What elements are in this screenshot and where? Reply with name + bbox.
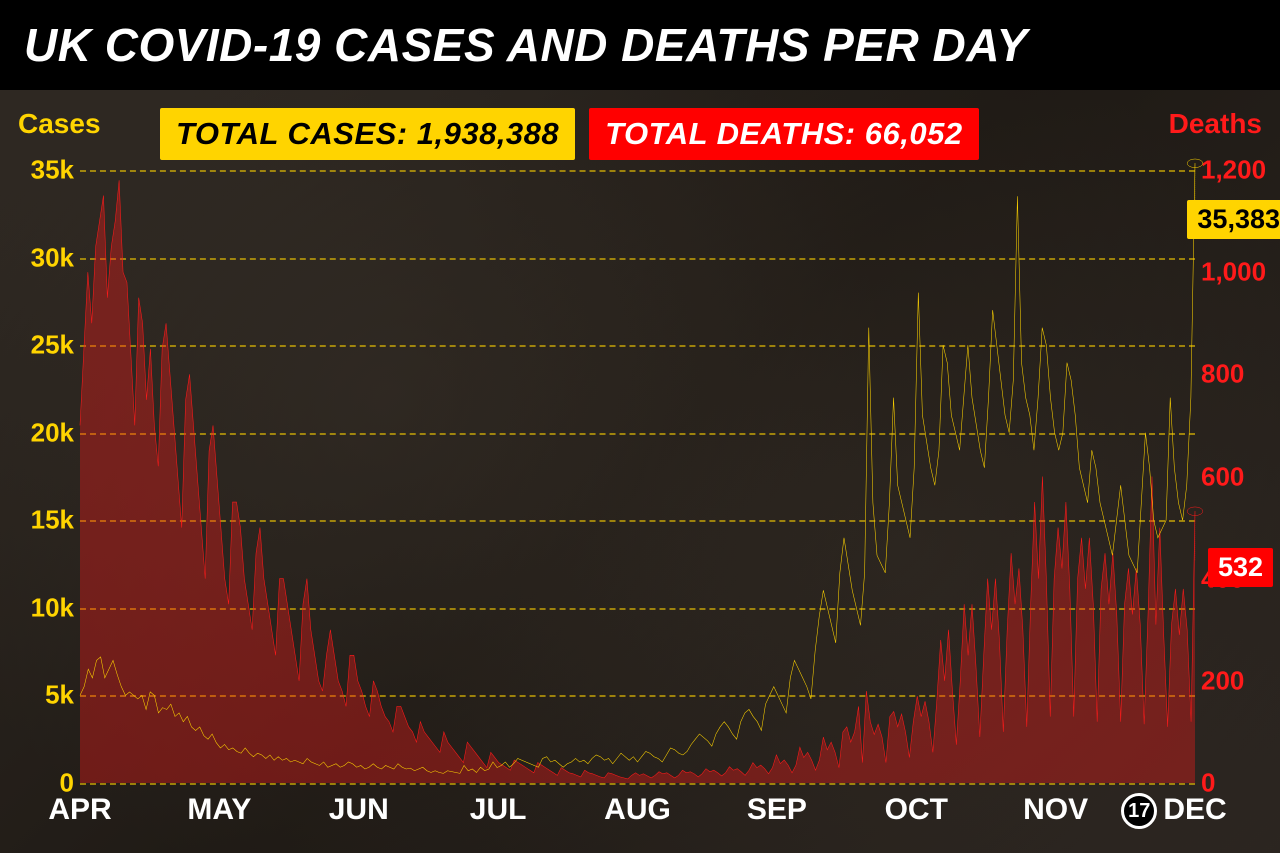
y-tick-deaths: 600 (1201, 461, 1271, 492)
deaths-final-badge: 532 (1208, 548, 1273, 587)
chart-title: UK COVID-19 CASES AND DEATHS PER DAY (0, 0, 1280, 86)
total-deaths-badge: TOTAL DEATHS: 66,052 (589, 108, 978, 160)
total-cases-badge: TOTAL CASES: 1,938,388 (160, 108, 575, 160)
grid-line (80, 783, 1195, 785)
x-tick-month: DEC (1163, 793, 1226, 827)
y-tick-deaths: 800 (1201, 359, 1271, 390)
chart-svg (80, 170, 1195, 783)
y-tick-deaths: 1,000 (1201, 257, 1271, 288)
plot-region: 05k10k15k20k25k30k35k02004006008001,0001… (80, 170, 1195, 783)
cases-final-badge: 35,383 (1187, 200, 1280, 239)
right-axis-label: Deaths (1169, 108, 1262, 140)
y-tick-cases: 5k (14, 680, 74, 711)
x-tick-month: AUG (604, 793, 671, 827)
x-tick-month: MAY (187, 793, 251, 827)
x-tick-month: SEP (747, 793, 807, 827)
x-tick-month: NOV (1023, 793, 1088, 827)
chart-area: Cases Deaths TOTAL CASES: 1,938,388 TOTA… (0, 90, 1280, 853)
x-tick-month: APR (48, 793, 111, 827)
left-axis-label: Cases (18, 108, 101, 140)
y-tick-deaths: 1,200 (1201, 155, 1271, 186)
x-tick-month: OCT (885, 793, 948, 827)
y-tick-cases: 15k (14, 505, 74, 536)
x-tick-month: JUN (329, 793, 389, 827)
y-tick-cases: 20k (14, 417, 74, 448)
x-tick-month: JUL (470, 793, 527, 827)
y-tick-cases: 30k (14, 242, 74, 273)
totals-badges: TOTAL CASES: 1,938,388 TOTAL DEATHS: 66,… (160, 108, 979, 160)
y-tick-cases: 25k (14, 330, 74, 361)
y-tick-deaths: 200 (1201, 665, 1271, 696)
date-marker: 17 (1121, 793, 1157, 829)
y-tick-cases: 10k (14, 592, 74, 623)
y-tick-cases: 35k (14, 155, 74, 186)
